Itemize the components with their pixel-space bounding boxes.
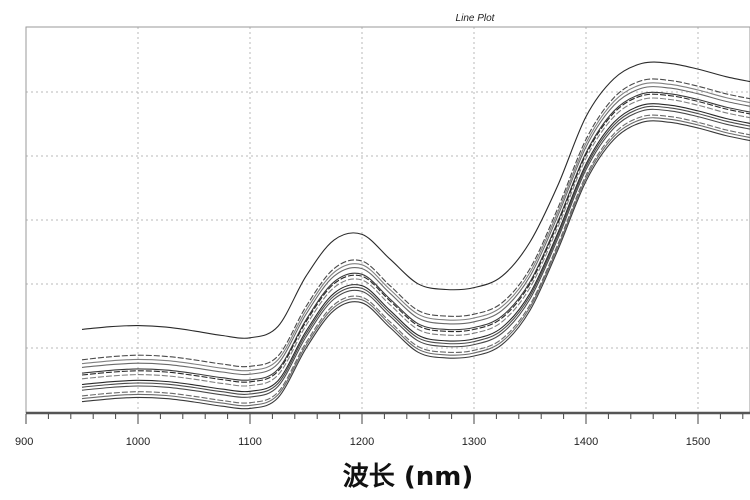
x-tick-label: 1200 [350,436,374,448]
series-line [81,78,750,368]
series-group [81,61,750,410]
series-line [81,105,750,395]
series-line [81,82,750,372]
series-line [81,93,750,383]
chart-title: Line Plot [456,13,496,24]
series-line [81,91,750,381]
x-axis-label: 波长 (nm) [343,462,473,492]
series-line [81,86,750,376]
x-tick-label: 1100 [238,436,262,448]
x-axis-ticks: 900 1000 1100 1200 1300 1400 1500 [15,414,744,448]
x-tick-label: 1000 [126,436,150,448]
series-line [81,114,750,404]
series-line [81,103,750,393]
x-tick-label: 1500 [686,436,710,448]
series-line [81,108,750,398]
series-line [81,117,750,407]
series-line [81,120,750,410]
x-tick-label: 1400 [574,436,598,448]
series-line [81,97,750,387]
x-tick-label: 1300 [462,436,486,448]
series-line [81,61,750,339]
x-tick-label: 900 [15,436,33,448]
